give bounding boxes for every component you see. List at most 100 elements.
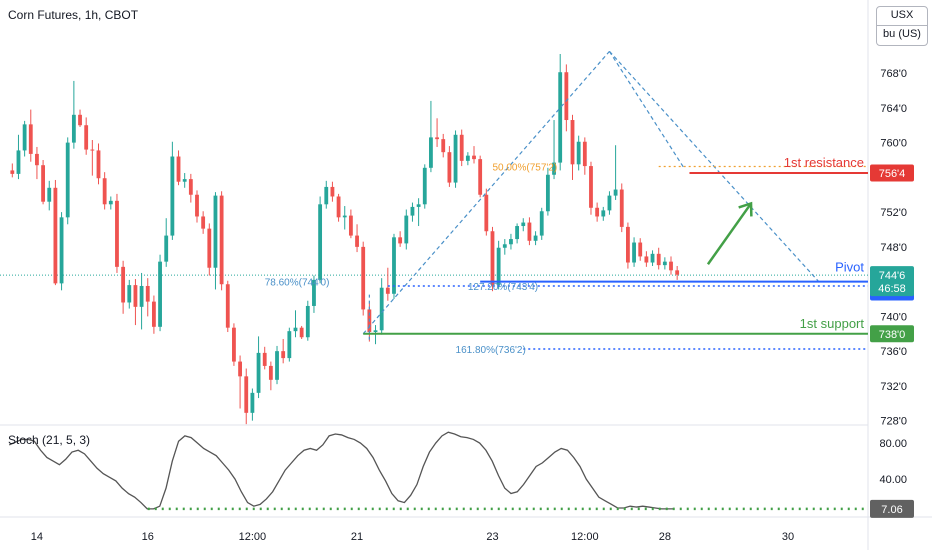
resistance-price-tag: 756'4 [879,168,906,180]
fib-label-50: 50.00%(757'2) [492,163,557,174]
candle-body [447,152,452,183]
candle-body [348,215,353,236]
candle-body [379,287,384,331]
candle-body [35,153,39,166]
candle-body [429,137,433,168]
candle-body [472,155,476,160]
candle-body [626,226,630,263]
candle-body [115,200,119,267]
candle-body [238,361,242,377]
candle-body [188,179,193,195]
stoch-value-tag: 7.06 [881,504,902,516]
candle-body [459,134,464,161]
candle-body [465,155,470,161]
candle-body [552,162,556,175]
candle-body [133,285,138,307]
candle-body [164,235,169,262]
candle-body [281,351,286,359]
candle-body [570,120,575,165]
candle-body [22,124,27,151]
candle-body [398,237,403,244]
candle-body [521,222,526,227]
candle-body [342,215,347,218]
candle-body [638,242,643,257]
bullish-arrow-head [738,201,753,217]
candle-body [59,217,64,284]
fib-label-1272: 127.20%(743'4) [468,282,538,293]
candle-body [225,284,230,328]
stoch-tick-label: 40.00 [879,474,907,486]
candle-body [545,174,550,212]
last-price-tag-bg [870,266,914,297]
stoch-line [8,431,675,510]
candle-body [484,194,489,232]
candle-body [305,305,310,338]
candle-body [675,270,680,275]
candle-body [127,285,132,303]
candle-body [613,189,618,196]
price-tick-label: 752'0 [880,207,907,219]
currency-unit-selector[interactable]: USX bu (US) [876,6,928,46]
pivot-label: Pivot [835,260,864,275]
candle-body [256,352,261,393]
price-tick-label: 740'0 [880,311,907,323]
candle-body [392,237,396,294]
candle-body [324,186,329,205]
candle-body [435,137,439,140]
time-tick-label: 23 [486,531,498,543]
support-price-tag: 738'0 [879,329,906,341]
time-tick-label: 28 [659,531,671,543]
candle-body [53,187,58,284]
candle-body [96,150,101,179]
candle-body [355,235,359,247]
support-label: 1st support [800,316,865,331]
candle-body [176,156,181,182]
candle-body [287,331,292,359]
candle-body [416,204,421,207]
fib-label-1618: 161.80%(736'2) [456,345,526,356]
candle-body [490,231,495,286]
price-tick-label: 760'0 [880,138,907,150]
time-tick-label: 12:00 [239,531,267,543]
time-tick-label: 30 [782,531,794,543]
candle-body [250,392,255,413]
candle-body [361,246,366,310]
candle-body [158,261,162,327]
candle-body [496,247,501,286]
unit-label: bu (US) [877,25,927,44]
support-price-tag-bg [870,325,914,343]
candle-body [576,141,581,165]
price-tick-label: 736'0 [880,346,907,358]
candle-body [65,142,70,218]
candle-body [275,351,279,380]
candle-body [330,186,335,197]
candle-body [47,187,52,202]
candle-body [41,165,46,202]
candle-body [595,207,600,217]
candle-body [108,200,113,205]
candle-body [232,327,236,362]
candle-body [318,204,323,280]
candle-body [268,365,273,380]
candle-body [410,206,415,216]
bullish-arrow-shaft [706,202,753,265]
candle-body [502,244,507,248]
last-price-tag: 744'6 [879,270,906,282]
candle-body [650,253,655,263]
candle-body [16,150,21,174]
candle-body [607,195,612,211]
candle-body [213,195,218,268]
candle-body [28,124,33,154]
candle-body [71,114,76,143]
stoch-value-tag-bg [870,499,914,518]
candle-body [478,159,483,195]
chart-title: Corn Futures, 1h, CBOT [8,8,139,22]
candle-body [533,235,538,241]
candle-body [102,178,107,205]
candle-body [78,114,82,126]
candle-body [10,170,15,174]
candle-body [195,194,199,217]
price-tick-label: 748'0 [880,242,907,254]
candle-body [515,226,520,240]
